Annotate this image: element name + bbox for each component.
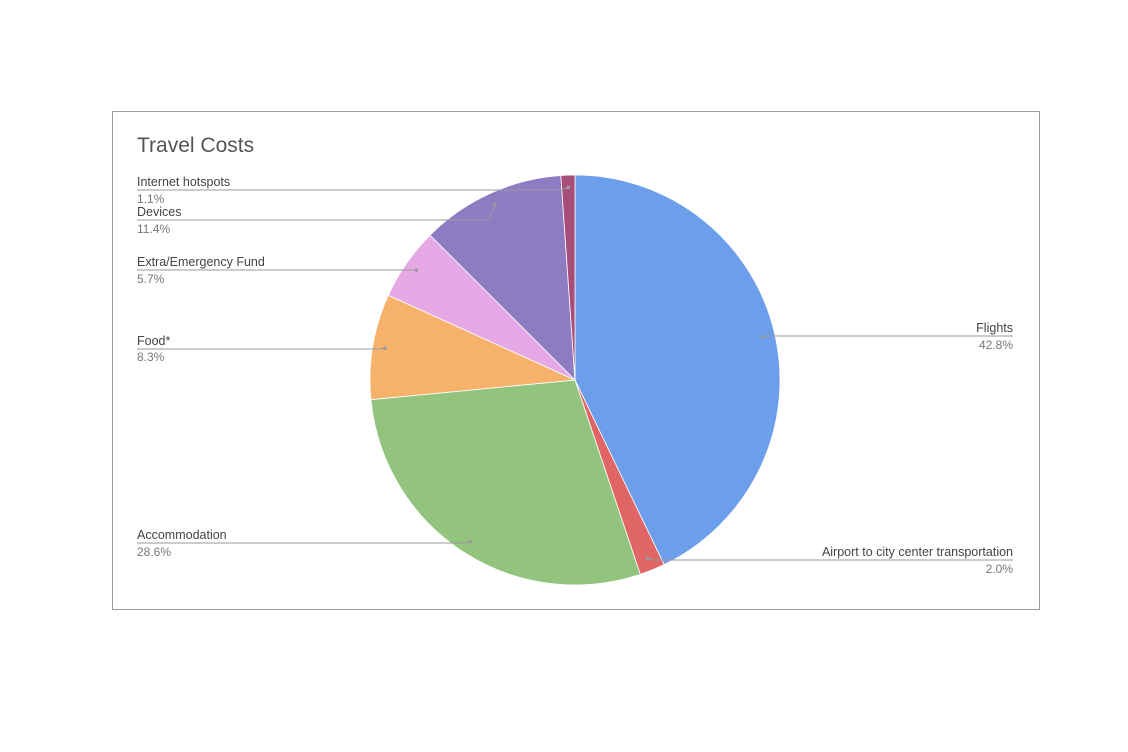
leader-dot-accommodation [468, 539, 472, 544]
slice-label-extra-emergency-fund: Extra/Emergency Fund [137, 255, 265, 269]
slice-labels: Flights 42.8% Airport to city center trans… [137, 175, 1013, 576]
pie-slice-flights [574, 174, 781, 566]
slice-label-accommodation: Accommodation [137, 528, 227, 542]
leader-lines [137, 185, 1013, 561]
leader-line-flights [762, 335, 1013, 338]
leader-line-internet-hotspots [137, 186, 569, 191]
leader-dot-airport-to-city-center-transportation [645, 556, 650, 561]
leader-line-airport-to-city-center-transportation [647, 558, 1013, 561]
pie-slice-devices [429, 175, 576, 382]
slice-label-flights: Flights [976, 321, 1013, 335]
leader-line-accommodation [137, 541, 471, 544]
slice-value-flights: 42.8% [979, 338, 1013, 352]
slice-value-internet-hotspots: 1.1% [137, 192, 165, 206]
slice-label-internet-hotspots: Internet hotspots [137, 175, 230, 189]
slice-value-food: 8.3% [137, 350, 165, 364]
slice-label-devices: Devices [137, 205, 181, 219]
pie-slices [369, 174, 781, 586]
leader-dot-food [383, 346, 387, 351]
slice-label-food: Food* [137, 334, 170, 348]
pie-slice-food [369, 294, 577, 401]
slice-label-airport-to-city-center-transportation: Airport to city center transportation [822, 545, 1013, 559]
leader-dot-extra-emergency-fund [414, 268, 419, 273]
pie-slice-internet-hotspots [560, 174, 576, 381]
slice-value-devices: 11.4% [137, 222, 170, 236]
leader-line-food [137, 347, 385, 350]
leader-dot-internet-hotspots [566, 185, 571, 190]
leader-dot-devices [493, 202, 497, 207]
chart-title: Travel Costs [137, 134, 255, 157]
slice-value-accommodation: 28.6% [137, 545, 171, 559]
leader-line-devices [137, 204, 496, 221]
pie-slice-accommodation [370, 379, 641, 586]
slice-value-extra-emergency-fund: 5.7% [137, 272, 165, 286]
slice-value-airport-to-city-center-transportation: 2.0% [986, 562, 1014, 576]
leader-dot-flights [761, 335, 765, 339]
